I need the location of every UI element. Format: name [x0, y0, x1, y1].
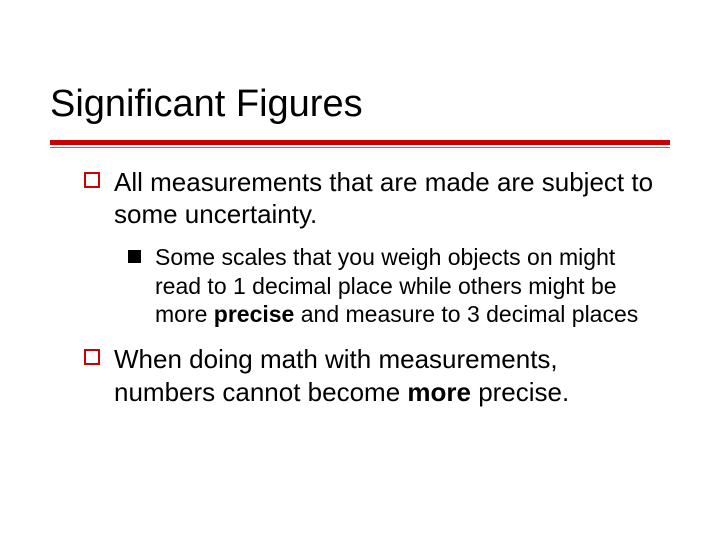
bullet-text-segment: and measure to 3 decimal places	[294, 301, 638, 327]
title-block: Significant Figures	[0, 0, 720, 148]
bullet-text: All measurements that are made are subje…	[114, 166, 660, 231]
bullet-item: All measurements that are made are subje…	[60, 166, 660, 231]
hollow-square-icon	[84, 172, 100, 188]
bullet-item: When doing math with measurements, numbe…	[60, 343, 660, 408]
bullet-item: Some scales that you weigh objects on mi…	[60, 243, 660, 329]
slide: Significant Figures All measurements tha…	[0, 0, 720, 540]
bullet-text-segment: All measurements that are made are subje…	[114, 167, 653, 230]
bullet-text: Some scales that you weigh objects on mi…	[155, 243, 660, 329]
title-underline-red	[50, 140, 670, 145]
bullet-text-segment: precise.	[471, 377, 569, 407]
bullet-text-segment-bold: precise	[214, 301, 295, 327]
bullet-text: When doing math with measurements, numbe…	[114, 343, 660, 408]
bullet-text-segment-bold: more	[407, 377, 471, 407]
solid-square-icon	[128, 250, 141, 263]
slide-content: All measurements that are made are subje…	[0, 148, 720, 408]
hollow-square-icon	[84, 349, 100, 365]
slide-title: Significant Figures	[50, 84, 670, 134]
